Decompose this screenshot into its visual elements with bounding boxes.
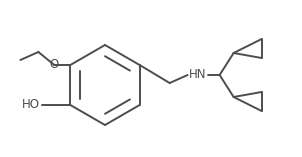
Text: HN: HN: [189, 68, 206, 81]
Text: HO: HO: [22, 98, 40, 111]
Text: O: O: [50, 59, 59, 71]
